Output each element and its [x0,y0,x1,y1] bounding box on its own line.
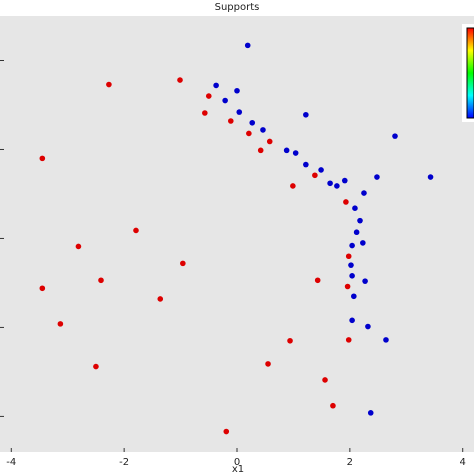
point [57,321,64,327]
point [427,174,434,180]
point [322,377,328,383]
point [367,410,374,416]
point [345,253,352,260]
point [344,283,351,290]
point [213,82,219,89]
point [227,118,234,124]
point [98,277,104,284]
x-axis-label: x1 [232,464,244,474]
point [234,87,240,94]
point [39,285,46,292]
point [223,428,230,435]
point [365,323,371,330]
x-tick-label: 4 [460,457,466,468]
point [244,42,251,49]
chart-title: Supports [215,2,260,13]
point [360,240,366,246]
point [341,177,348,184]
point [283,147,290,154]
point [351,293,357,300]
point [292,150,299,156]
point [303,161,309,168]
point [222,97,228,104]
point [93,363,99,370]
point [177,77,183,83]
point [180,260,186,267]
point [318,167,324,173]
point [362,278,368,284]
point [312,172,318,179]
point [303,111,309,118]
point [314,277,321,284]
x-tick-label: -4 [6,457,16,468]
point [348,262,354,268]
point [205,93,212,99]
plot-area [0,16,474,452]
point [383,337,389,343]
point [266,138,273,145]
point [290,183,296,189]
point [343,199,349,205]
point [157,296,164,302]
point [106,81,112,88]
point [249,119,256,126]
point [246,130,252,137]
point [345,337,352,343]
colorbar [466,27,474,119]
point [75,243,82,250]
point [202,110,208,116]
point [265,361,271,367]
x-tick-label: 0 [234,457,240,468]
point [39,155,46,162]
x-tick-label: 2 [347,457,353,468]
point [334,183,340,189]
point [361,190,367,196]
point [357,217,363,224]
point [327,180,333,187]
x-tick-label: -2 [119,457,129,468]
point [349,317,355,324]
point [349,273,355,279]
point [353,229,360,236]
point [257,147,264,154]
point [330,402,336,409]
point [392,133,398,139]
point [287,337,293,344]
point [260,127,266,133]
point [133,227,139,234]
point [236,109,243,115]
point [352,205,358,211]
point [349,242,355,249]
point [374,174,380,180]
